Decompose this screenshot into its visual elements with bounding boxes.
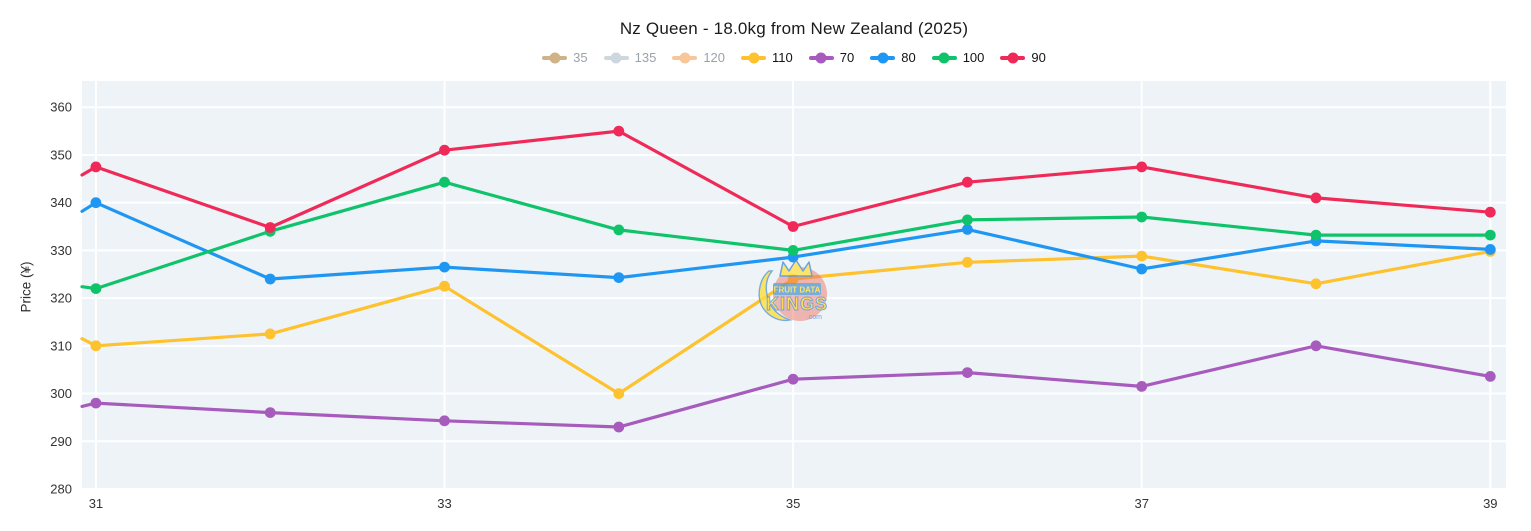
data-point-100-w37[interactable] — [1136, 211, 1148, 223]
legend-item-135[interactable]: 135 — [603, 50, 657, 65]
data-point-110-w36[interactable] — [962, 256, 973, 268]
data-point-70-w31[interactable] — [90, 397, 102, 409]
crown-icon — [779, 259, 813, 277]
data-point-80-w36[interactable] — [962, 224, 973, 235]
data-point-90-w34[interactable] — [613, 125, 625, 137]
series-line-70 — [80, 344, 1492, 429]
legend-item-70[interactable]: 70 — [808, 50, 855, 65]
data-point-110-w34[interactable] — [613, 388, 625, 399]
data-point-70-w35[interactable] — [787, 373, 799, 385]
data-point-80-w32[interactable] — [264, 273, 276, 285]
legend-item-35[interactable]: 35 — [542, 50, 588, 65]
y-tick-label: 360 — [50, 100, 72, 115]
legend-label: 135 — [634, 50, 657, 65]
watermark-line3: .com — [807, 314, 822, 321]
data-point-100-w36[interactable] — [962, 214, 973, 226]
x-tick-label: 31 — [89, 496, 103, 511]
legend-line-dot-icon — [672, 52, 698, 63]
y-tick-label: 350 — [50, 147, 72, 162]
data-point-90-w35[interactable] — [787, 221, 799, 232]
watermark-line1: FRUIT DATA — [774, 286, 821, 295]
data-point-80-w34[interactable] — [613, 272, 625, 283]
y-tick-label: 300 — [50, 386, 72, 401]
legend-line-dot-icon — [870, 52, 896, 63]
series-70 — [80, 340, 1496, 433]
legend: 35 135 120 110 70 80 100 90 — [82, 51, 1506, 64]
data-point-110-w31[interactable] — [90, 340, 102, 352]
x-tick-label: 39 — [1483, 496, 1497, 511]
series-110 — [80, 246, 1496, 399]
watermark-label-bg — [773, 283, 821, 295]
watermark-line2: KINGS — [766, 294, 828, 314]
data-point-90-w38[interactable] — [1310, 192, 1322, 204]
data-point-110-w32[interactable] — [264, 328, 276, 340]
data-point-80-w37[interactable] — [1136, 263, 1148, 275]
x-tick-label: 33 — [437, 496, 451, 511]
legend-item-120[interactable]: 120 — [672, 51, 725, 64]
data-point-90-w32[interactable] — [264, 222, 276, 233]
legend-label: 80 — [901, 50, 916, 65]
legend-line-dot-icon — [741, 52, 767, 63]
legend-item-90[interactable]: 90 — [1000, 50, 1046, 65]
legend-item-110[interactable]: 110 — [741, 51, 793, 64]
legend-item-80[interactable]: 80 — [870, 50, 916, 65]
data-point-70-w32[interactable] — [264, 407, 276, 418]
data-point-100-w35[interactable] — [787, 245, 799, 256]
legend-label: 100 — [962, 50, 985, 65]
series-line-80 — [80, 201, 1492, 281]
data-point-70-w34[interactable] — [613, 421, 625, 433]
axis-tick-labels: 280 290 300 310 320 330 340 350 360 31 33 35 37 39 — [50, 100, 1497, 511]
legend-line-dot-icon — [808, 52, 834, 63]
data-point-100-w39[interactable] — [1484, 229, 1496, 241]
y-tick-label: 320 — [50, 291, 72, 306]
x-tick-label: 35 — [786, 496, 800, 511]
data-point-100-w38[interactable] — [1310, 229, 1322, 241]
data-point-100-w33[interactable] — [439, 176, 450, 188]
chart-title: Nz Queen - 18.0kg from New Zealand (2025… — [619, 19, 969, 38]
y-tick-label: 340 — [50, 195, 72, 210]
data-point-80-w33[interactable] — [439, 261, 450, 273]
data-point-70-w33[interactable] — [439, 415, 450, 427]
data-point-90-w37[interactable] — [1136, 161, 1148, 173]
series-80 — [80, 197, 1496, 285]
data-point-90-w36[interactable] — [962, 176, 973, 188]
data-point-90-w39[interactable] — [1484, 206, 1496, 218]
data-point-70-w36[interactable] — [962, 367, 973, 378]
legend-line-dot-icon — [1000, 52, 1026, 63]
data-point-90-w31[interactable] — [90, 161, 102, 173]
series-90 — [80, 125, 1496, 233]
legend-line-dot-icon — [603, 52, 629, 63]
banana-icon — [758, 270, 793, 322]
data-point-90-w33[interactable] — [439, 144, 450, 156]
data-point-110-w38[interactable] — [1310, 278, 1322, 290]
legend-label: 110 — [772, 50, 793, 65]
series-line-90 — [80, 129, 1492, 230]
data-point-80-w31[interactable] — [90, 197, 102, 209]
data-point-100-w31[interactable] — [90, 283, 102, 294]
series-line-100 — [80, 180, 1492, 291]
data-point-110-w37[interactable] — [1136, 250, 1148, 262]
data-point-70-w37[interactable] — [1136, 381, 1148, 392]
legend-label: 70 — [839, 50, 855, 65]
data-point-100-w34[interactable] — [613, 224, 625, 236]
series-line-110 — [80, 249, 1492, 396]
y-tick-label: 310 — [50, 338, 72, 353]
legend-line-dot-icon — [542, 52, 568, 63]
legend-line-dot-icon — [931, 52, 957, 63]
y-tick-label: 330 — [50, 243, 72, 258]
legend-label: 35 — [573, 50, 588, 65]
y-tick-label: 290 — [50, 434, 72, 449]
data-point-70-w39[interactable] — [1484, 371, 1496, 382]
legend-item-100[interactable]: 100 — [931, 50, 985, 65]
data-point-80-w39[interactable] — [1484, 244, 1496, 255]
y-tick-label: 280 — [50, 482, 72, 497]
data-point-70-w38[interactable] — [1310, 340, 1322, 352]
legend-label: 120 — [703, 50, 726, 65]
x-tick-label: 37 — [1134, 496, 1148, 511]
data-point-110-w33[interactable] — [439, 280, 450, 292]
legend-label: 90 — [1031, 50, 1046, 65]
